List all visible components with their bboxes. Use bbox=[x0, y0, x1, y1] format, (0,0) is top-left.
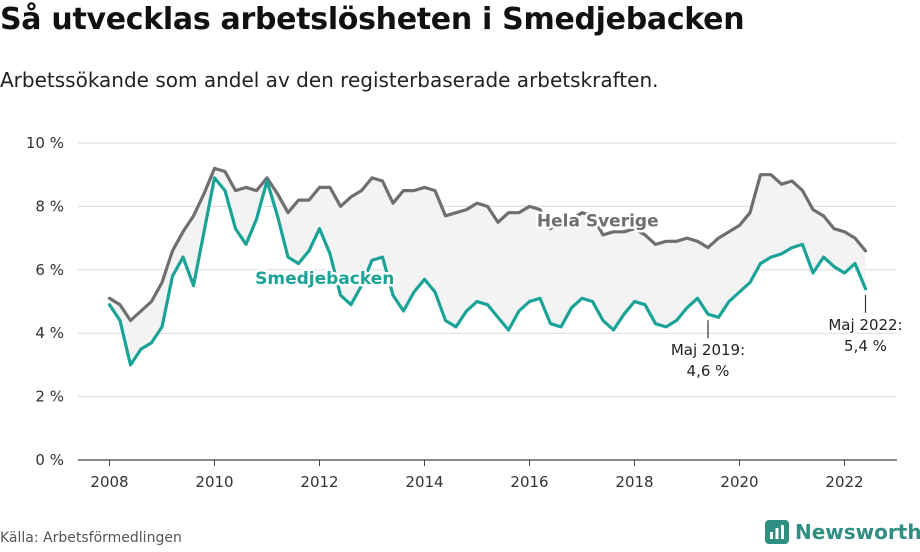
source-note: Källa: Arbetsförmedlingen bbox=[0, 530, 182, 546]
series-label-smedjebacken: Smedjebacken bbox=[255, 269, 394, 289]
series-line-sverige bbox=[107, 166, 868, 323]
x-tick-label: 2014 bbox=[405, 473, 443, 491]
x-tick-label: 2020 bbox=[720, 473, 758, 491]
annotation-label: Maj 2019: bbox=[671, 341, 745, 359]
x-tick-label: 2010 bbox=[195, 473, 233, 491]
annotations: Maj 2019: 4,6 % Maj 2022: 5,4 % bbox=[669, 294, 905, 382]
chart-subtitle: Arbetssökande som andel av den registerb… bbox=[0, 68, 659, 92]
y-tick-label: 10 % bbox=[26, 134, 64, 152]
y-tick-label: 8 % bbox=[35, 197, 64, 215]
x-tick-label: 2012 bbox=[300, 473, 338, 491]
series-labels: Hela Sverige Smedjebacken bbox=[253, 209, 661, 292]
annotation-value: 4,6 % bbox=[687, 362, 730, 380]
brand-logo: Newsworthy bbox=[765, 520, 920, 544]
annotation-value: 5,4 % bbox=[844, 337, 887, 355]
x-axis: 2008 2010 2012 2014 2016 2018 2020 2022 bbox=[90, 460, 864, 491]
newsworthy-icon bbox=[765, 520, 789, 544]
x-tick-label: 2016 bbox=[510, 473, 548, 491]
difference-band bbox=[109, 168, 866, 365]
x-tick-label: 2008 bbox=[90, 473, 128, 491]
y-tick-label: 6 % bbox=[35, 261, 64, 279]
y-tick-label: 0 % bbox=[35, 451, 64, 469]
band-area bbox=[109, 168, 866, 365]
series-label-sverige: Hela Sverige bbox=[537, 211, 659, 231]
x-tick-label: 2022 bbox=[825, 473, 863, 491]
series-lines bbox=[107, 166, 868, 367]
y-tick-label: 4 % bbox=[35, 324, 64, 342]
brand-name: Newsworthy bbox=[795, 520, 920, 544]
x-tick-label: 2018 bbox=[615, 473, 653, 491]
y-axis: 0 % 2 % 4 % 6 % 8 % 10 % bbox=[26, 134, 64, 469]
chart-title: Så utvecklas arbetslösheten i Smedjeback… bbox=[0, 2, 745, 37]
series-line-smedjebacken bbox=[107, 176, 868, 367]
y-tick-label: 2 % bbox=[35, 388, 64, 406]
annotation-label: Maj 2022: bbox=[828, 316, 902, 334]
